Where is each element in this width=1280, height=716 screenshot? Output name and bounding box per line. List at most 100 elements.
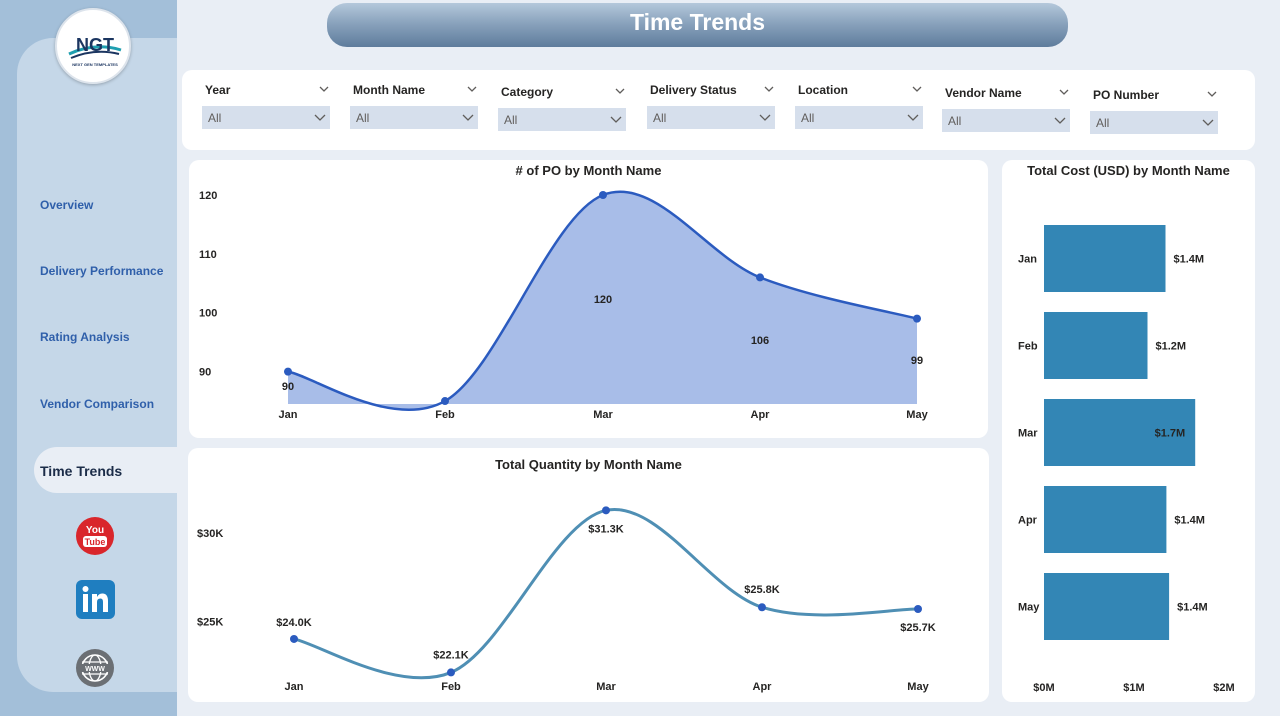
slicer-value: All <box>208 111 222 125</box>
cost-card: Total Cost (USD) by Month Name Jan $1.4M F… <box>1002 160 1255 702</box>
quantity-point-mar <box>602 506 610 515</box>
po-data-label: 90 <box>282 381 294 393</box>
po-point-apr <box>756 273 764 282</box>
slicer-dropdown[interactable]: All <box>350 106 478 129</box>
cost-bar-jan <box>1044 225 1166 292</box>
quantity-point-jan <box>290 634 298 643</box>
x-tick-label: Jan <box>279 409 298 421</box>
nav-vendor-comparison[interactable]: Vendor Comparison <box>40 397 155 411</box>
cost-bar-feb <box>1044 312 1148 379</box>
svg-text:Tube: Tube <box>85 537 106 547</box>
chevron-down-icon[interactable] <box>614 85 626 97</box>
nav-overview[interactable]: Overview <box>40 198 94 212</box>
quantity-chart: $24.0K $22.1K $31.3K $25.8K $25.7K Jan Feb Mar A… <box>197 506 936 693</box>
chevron-down-icon <box>759 114 771 121</box>
po-area <box>288 191 917 410</box>
chevron-down-icon[interactable] <box>1058 86 1070 98</box>
x-tick-label: $2M <box>1213 682 1234 694</box>
quantity-data-label: $31.3K <box>588 523 624 535</box>
po-data-label: 120 <box>594 294 612 306</box>
slicer-label: Year <box>205 83 231 97</box>
po-line <box>287 190 918 412</box>
po-point-feb <box>441 397 449 406</box>
x-tick-label: Mar <box>596 681 616 693</box>
cost-data-label: $1.4M <box>1177 602 1208 614</box>
po-count-chart: 90 120 106 99 Jan Feb Mar Apr May 90 100 110 120 <box>199 190 929 421</box>
slicer-dropdown[interactable]: All <box>202 106 330 129</box>
po-point-jan <box>284 367 292 376</box>
cost-data-label: $1.7M <box>1155 428 1186 440</box>
slicer-value: All <box>356 111 370 125</box>
chevron-down-icon[interactable] <box>318 83 330 95</box>
quantity-point-apr <box>758 603 766 612</box>
ngt-logo: NGT NEXT GEN TEMPLATES <box>55 8 131 84</box>
website-icon[interactable]: WWW <box>75 648 115 693</box>
chevron-down-icon[interactable] <box>763 83 775 95</box>
x-tick-label: Mar <box>593 409 613 421</box>
y-tick-label: May <box>1018 602 1040 614</box>
x-tick-label: Feb <box>441 681 461 693</box>
nav-time-trends-label: Time Trends <box>40 463 123 479</box>
slicer-label: Delivery Status <box>650 83 737 97</box>
slicer-label: Category <box>501 85 554 99</box>
x-tick-label: $0M <box>1033 682 1054 694</box>
x-tick-label: $1M <box>1123 682 1144 694</box>
po-point-mar <box>599 191 607 199</box>
linkedin-icon[interactable] <box>76 580 115 624</box>
y-tick-label: Mar <box>1018 428 1038 440</box>
chevron-down-icon <box>907 114 919 121</box>
slicer-label: Location <box>798 83 848 97</box>
logo-text: NGT <box>76 35 114 55</box>
quantity-point-may <box>914 605 922 613</box>
page-title: Time Trends <box>629 9 766 35</box>
x-tick-label: Apr <box>751 409 771 421</box>
nav-time-trends[interactable] <box>34 447 177 493</box>
y-tick-label: 120 <box>199 190 217 202</box>
chevron-down-icon[interactable] <box>911 83 923 95</box>
x-tick-label: Jan <box>285 681 304 693</box>
slicer-dropdown[interactable]: All <box>498 108 626 131</box>
cost-bar-apr <box>1044 486 1167 553</box>
quantity-data-label: $24.0K <box>276 617 312 629</box>
cost-data-label: $1.4M <box>1174 254 1205 266</box>
nav-delivery-performance[interactable]: Delivery Performance <box>40 264 164 278</box>
slicer-value: All <box>504 113 518 127</box>
slicer-label: PO Number <box>1093 88 1160 102</box>
x-tick-label: Feb <box>435 409 455 421</box>
slicer-label: Month Name <box>353 83 425 97</box>
chevron-down-icon[interactable] <box>466 83 478 95</box>
cost-data-label: $1.4M <box>1174 515 1205 527</box>
slicer-value: All <box>653 111 667 125</box>
quantity-data-label: $22.1K <box>433 649 469 661</box>
chevron-down-icon <box>1054 117 1066 124</box>
quantity-point-feb <box>447 668 455 677</box>
youtube-icon[interactable]: You Tube <box>75 516 115 561</box>
x-tick-label: May <box>906 409 928 421</box>
slicer-value: All <box>1096 116 1110 130</box>
slicer-value: All <box>801 111 815 125</box>
y-tick-label: $30K <box>197 528 223 540</box>
nav-rating-analysis[interactable]: Rating Analysis <box>40 330 130 344</box>
logo-tagline: NEXT GEN TEMPLATES <box>72 62 118 67</box>
chart-title: Total Cost (USD) by Month Name <box>1027 163 1230 178</box>
slicer-label: Vendor Name <box>945 86 1022 100</box>
po-point-may <box>913 314 921 323</box>
chevron-down-icon[interactable] <box>1206 88 1218 100</box>
slicer-dropdown[interactable]: All <box>647 106 775 129</box>
slicer-value: All <box>948 114 962 128</box>
quantity-data-label: $25.8K <box>744 584 780 596</box>
po-count-card: # of PO by Month Name 90 120 106 99 Jan Feb Ma… <box>189 160 988 438</box>
chevron-down-icon <box>610 116 622 123</box>
quantity-card: Total Quantity by Month Name $24.0K $22.1… <box>188 448 989 702</box>
slicer-dropdown[interactable]: All <box>795 106 923 129</box>
title-bar <box>327 3 1068 47</box>
slicer-dropdown[interactable]: All <box>942 109 1070 132</box>
y-tick-label: Jan <box>1018 254 1037 266</box>
y-tick-label: Apr <box>1018 515 1038 527</box>
slicer-dropdown[interactable]: All <box>1090 111 1218 134</box>
x-tick-label: May <box>907 681 929 693</box>
y-tick-label: 90 <box>199 367 211 379</box>
quantity-data-label: $25.7K <box>900 622 936 634</box>
y-tick-label: 110 <box>199 249 217 261</box>
chevron-down-icon <box>1202 119 1214 126</box>
